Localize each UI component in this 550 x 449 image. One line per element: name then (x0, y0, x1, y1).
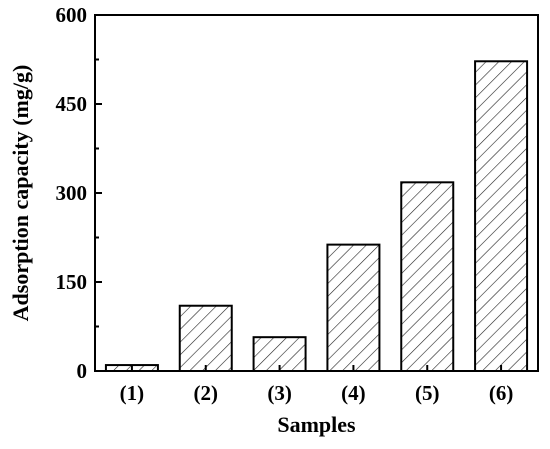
axes-layer (94, 14, 539, 372)
y-tick-label: 600 (56, 3, 88, 27)
labels-layer: 0 150 300 450 600 (1) (2) (3) (4) (5) (6) Samples Ad… (8, 3, 513, 437)
x-axis-title: Samples (277, 412, 356, 437)
bar-3 (252, 336, 307, 372)
x-tick-label: (5) (415, 381, 440, 405)
y-axis-title: Adsorption capacity (mg/g) (8, 65, 33, 322)
x-tick-label: (6) (489, 381, 514, 405)
bar-6 (474, 60, 529, 372)
y-tick-label: 0 (77, 359, 88, 383)
bar-5 (400, 181, 455, 372)
x-tick-label: (3) (267, 381, 292, 405)
bar-2 (178, 304, 233, 373)
x-tick-label: (1) (120, 381, 145, 405)
bars-layer (104, 60, 529, 373)
y-tick-label: 450 (56, 92, 88, 116)
bar-4 (326, 243, 381, 372)
y-tick-label: 300 (56, 181, 88, 205)
x-tick-label: (2) (194, 381, 219, 405)
plot-frame (94, 14, 539, 372)
y-tick-label: 150 (56, 270, 88, 294)
x-tick-label: (4) (341, 381, 366, 405)
